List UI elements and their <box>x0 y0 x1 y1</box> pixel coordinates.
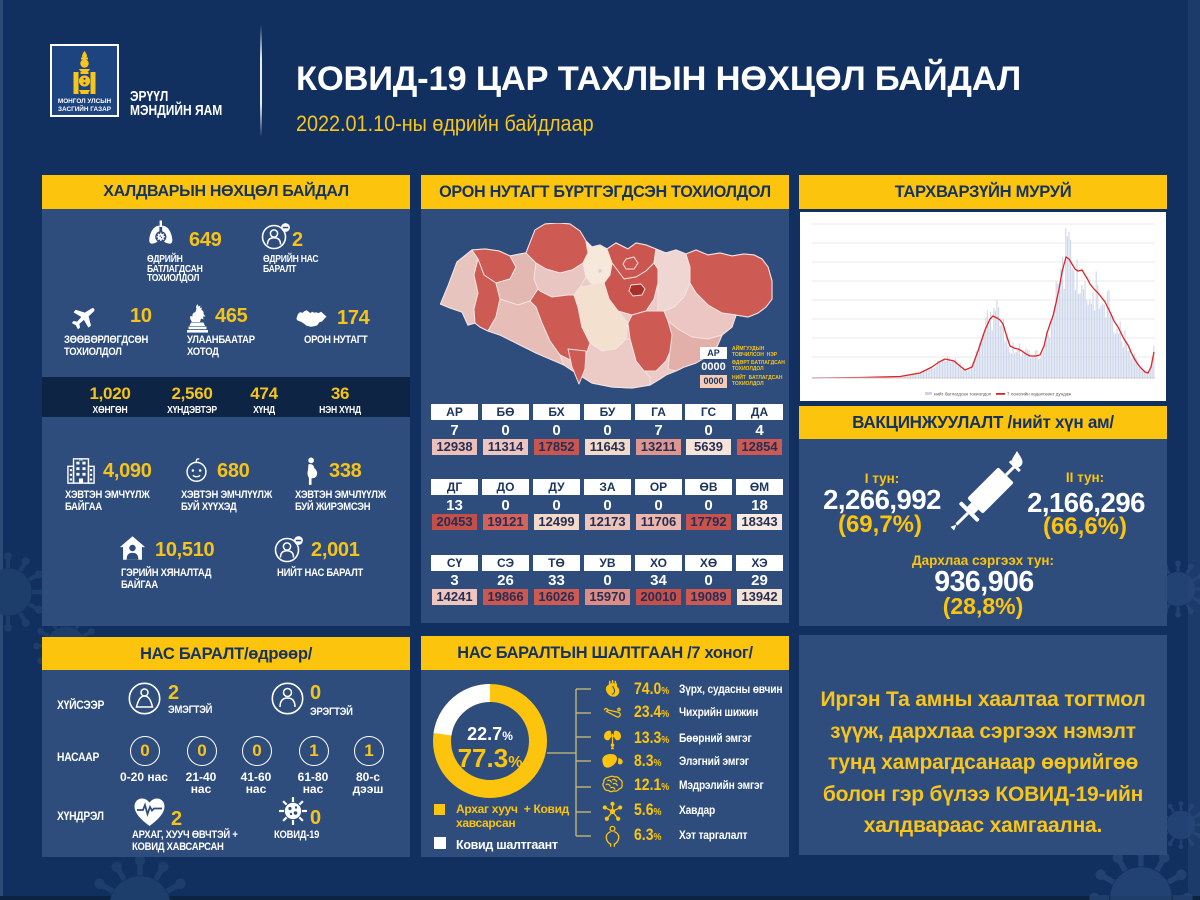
svg-text:МОНГОЛ УЛСЫН: МОНГОЛ УЛСЫН <box>58 98 112 105</box>
svg-text:7 хоногийн хөдөлгөөнт дундаж: 7 хоногийн хөдөлгөөнт дундаж <box>1007 391 1071 397</box>
svg-text:нийт батлагдсан тохиолдол: нийт батлагдсан тохиолдол <box>934 391 992 397</box>
svg-text:ЗАСГИЙН ГАЗАР: ЗАСГИЙН ГАЗАР <box>58 104 112 113</box>
svg-text:H: H <box>79 457 83 462</box>
